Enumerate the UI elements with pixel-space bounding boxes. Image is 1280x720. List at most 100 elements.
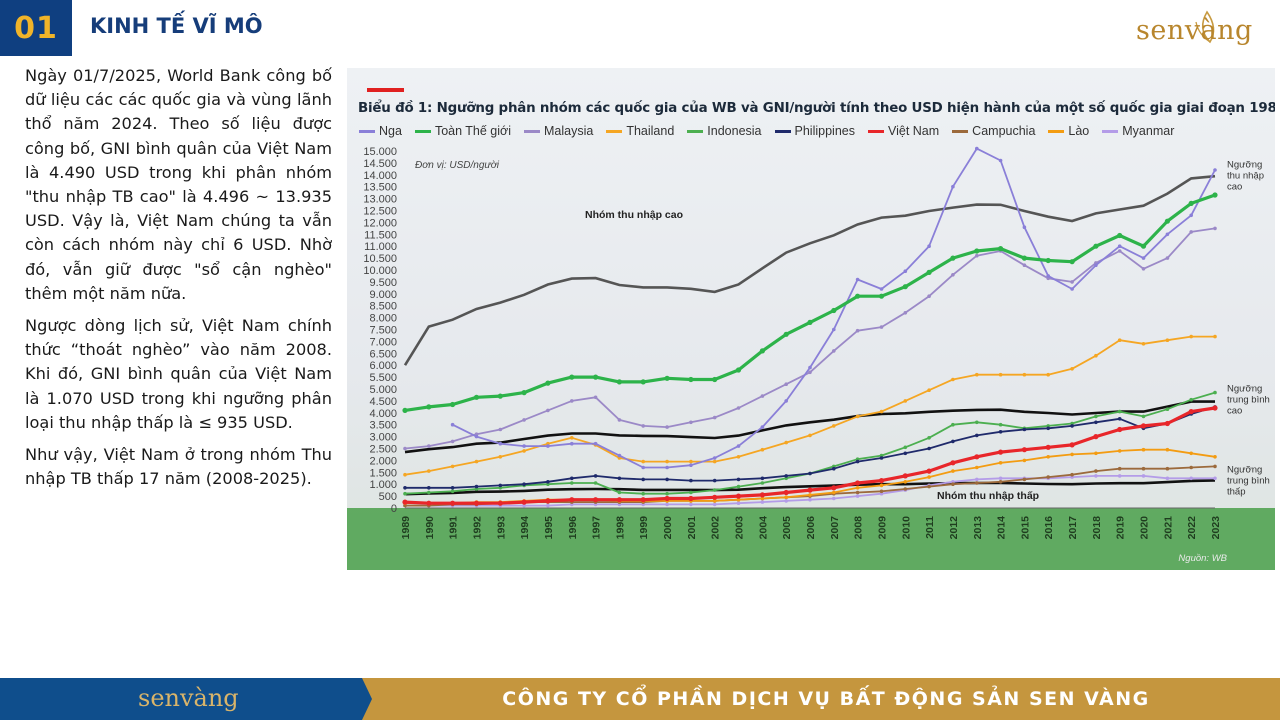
data-point bbox=[927, 475, 931, 479]
data-point bbox=[855, 480, 861, 486]
source-label: Nguồn: WB bbox=[1178, 553, 1227, 564]
data-point bbox=[1070, 424, 1074, 428]
data-point bbox=[403, 446, 407, 451]
data-point bbox=[665, 425, 669, 429]
legend-item: Việt Nam bbox=[867, 124, 939, 138]
data-point bbox=[1022, 225, 1027, 229]
data-point bbox=[998, 449, 1004, 455]
data-point bbox=[1045, 444, 1051, 450]
brand-logo: senvàng bbox=[1136, 4, 1272, 52]
data-point bbox=[427, 469, 431, 473]
data-point bbox=[450, 464, 455, 469]
x-tick-label: 2003 bbox=[734, 516, 746, 540]
data-point bbox=[1164, 218, 1170, 224]
threshold-line bbox=[404, 400, 1215, 454]
legend-swatch bbox=[359, 129, 375, 133]
data-point bbox=[998, 480, 1003, 484]
footer: senvàng CÔNG TY CỔ PHẦN DỊCH VỤ BẤT ĐỘNG… bbox=[0, 678, 1280, 720]
data-point bbox=[855, 486, 860, 490]
data-point bbox=[1117, 249, 1122, 253]
data-point bbox=[832, 349, 836, 353]
data-point bbox=[807, 487, 813, 493]
data-point bbox=[570, 476, 574, 481]
legend-label: Toàn Thế giới bbox=[434, 124, 512, 138]
data-point bbox=[665, 491, 669, 496]
data-point bbox=[521, 499, 527, 505]
data-point bbox=[1117, 426, 1123, 433]
data-point bbox=[1046, 372, 1050, 377]
x-tick-label: 2014 bbox=[996, 516, 1008, 540]
data-point bbox=[1045, 257, 1051, 264]
data-point bbox=[593, 395, 598, 400]
data-point bbox=[1140, 423, 1147, 429]
data-point bbox=[1093, 434, 1099, 440]
threshold-line bbox=[403, 174, 1216, 366]
legend-swatch bbox=[606, 129, 623, 133]
data-point bbox=[808, 433, 812, 438]
legend-label: Thailand bbox=[626, 124, 675, 138]
y-tick-label: 500 bbox=[379, 491, 397, 503]
data-point bbox=[975, 481, 979, 485]
data-point bbox=[951, 422, 955, 427]
data-point bbox=[641, 424, 645, 428]
data-point bbox=[998, 461, 1003, 465]
section-number: 01 bbox=[0, 0, 72, 56]
data-point bbox=[760, 425, 765, 429]
x-tick-label: 2002 bbox=[710, 516, 722, 540]
y-tick-label: 15.000 bbox=[363, 146, 397, 158]
x-tick-label: 2020 bbox=[1139, 516, 1151, 540]
data-point bbox=[902, 284, 908, 290]
legend-swatch bbox=[1102, 129, 1119, 133]
y-tick-label: 0 bbox=[391, 503, 397, 515]
data-point bbox=[760, 447, 765, 452]
data-point bbox=[832, 496, 836, 501]
data-point bbox=[593, 441, 598, 446]
data-point bbox=[855, 490, 860, 495]
data-point bbox=[879, 409, 884, 414]
legend-swatch bbox=[952, 129, 969, 133]
unit-label: Đơn vị: USD/người bbox=[415, 160, 500, 171]
data-point bbox=[855, 277, 860, 282]
data-point bbox=[879, 489, 884, 494]
x-tick-label: 2009 bbox=[876, 516, 888, 540]
y-tick-label: 11.000 bbox=[364, 241, 397, 253]
data-point bbox=[546, 444, 550, 448]
y-tick-label: 14.000 bbox=[363, 170, 397, 182]
y-tick-label: 14.500 bbox=[363, 158, 397, 170]
data-point bbox=[1141, 474, 1146, 478]
data-point bbox=[593, 481, 598, 485]
data-point bbox=[855, 494, 860, 498]
data-point bbox=[1141, 466, 1146, 471]
x-tick-label: 2006 bbox=[805, 516, 817, 540]
data-point bbox=[1189, 465, 1193, 470]
data-point bbox=[1046, 426, 1050, 431]
data-point bbox=[1117, 409, 1122, 414]
data-point bbox=[712, 456, 717, 460]
data-point bbox=[784, 495, 788, 500]
data-point bbox=[473, 500, 480, 506]
paragraph: Như vậy, Việt Nam ở trong nhóm Thu nhập … bbox=[25, 445, 332, 489]
chart-title: Biểu đồ 1: Ngưỡng phân nhóm các quốc gia… bbox=[358, 101, 1275, 116]
data-point bbox=[736, 501, 741, 506]
data-point bbox=[879, 483, 884, 488]
data-point bbox=[1189, 334, 1193, 339]
series-line bbox=[404, 391, 1216, 495]
data-point bbox=[784, 474, 788, 478]
legend-label: Indonesia bbox=[707, 124, 762, 138]
data-point bbox=[522, 418, 526, 422]
data-point bbox=[903, 487, 908, 491]
y-tick-label: 7.500 bbox=[369, 325, 397, 337]
data-point bbox=[951, 469, 955, 473]
data-point bbox=[1094, 263, 1098, 267]
data-point bbox=[1117, 466, 1122, 471]
data-point bbox=[878, 478, 885, 484]
x-tick-label: 2011 bbox=[924, 516, 936, 539]
data-point bbox=[832, 424, 836, 428]
data-point bbox=[1165, 476, 1170, 481]
data-point bbox=[903, 480, 908, 484]
data-point bbox=[736, 444, 741, 448]
legend-item: Nga bbox=[359, 124, 402, 138]
data-point bbox=[522, 503, 526, 508]
data-point bbox=[736, 455, 741, 459]
data-point bbox=[1046, 475, 1050, 479]
